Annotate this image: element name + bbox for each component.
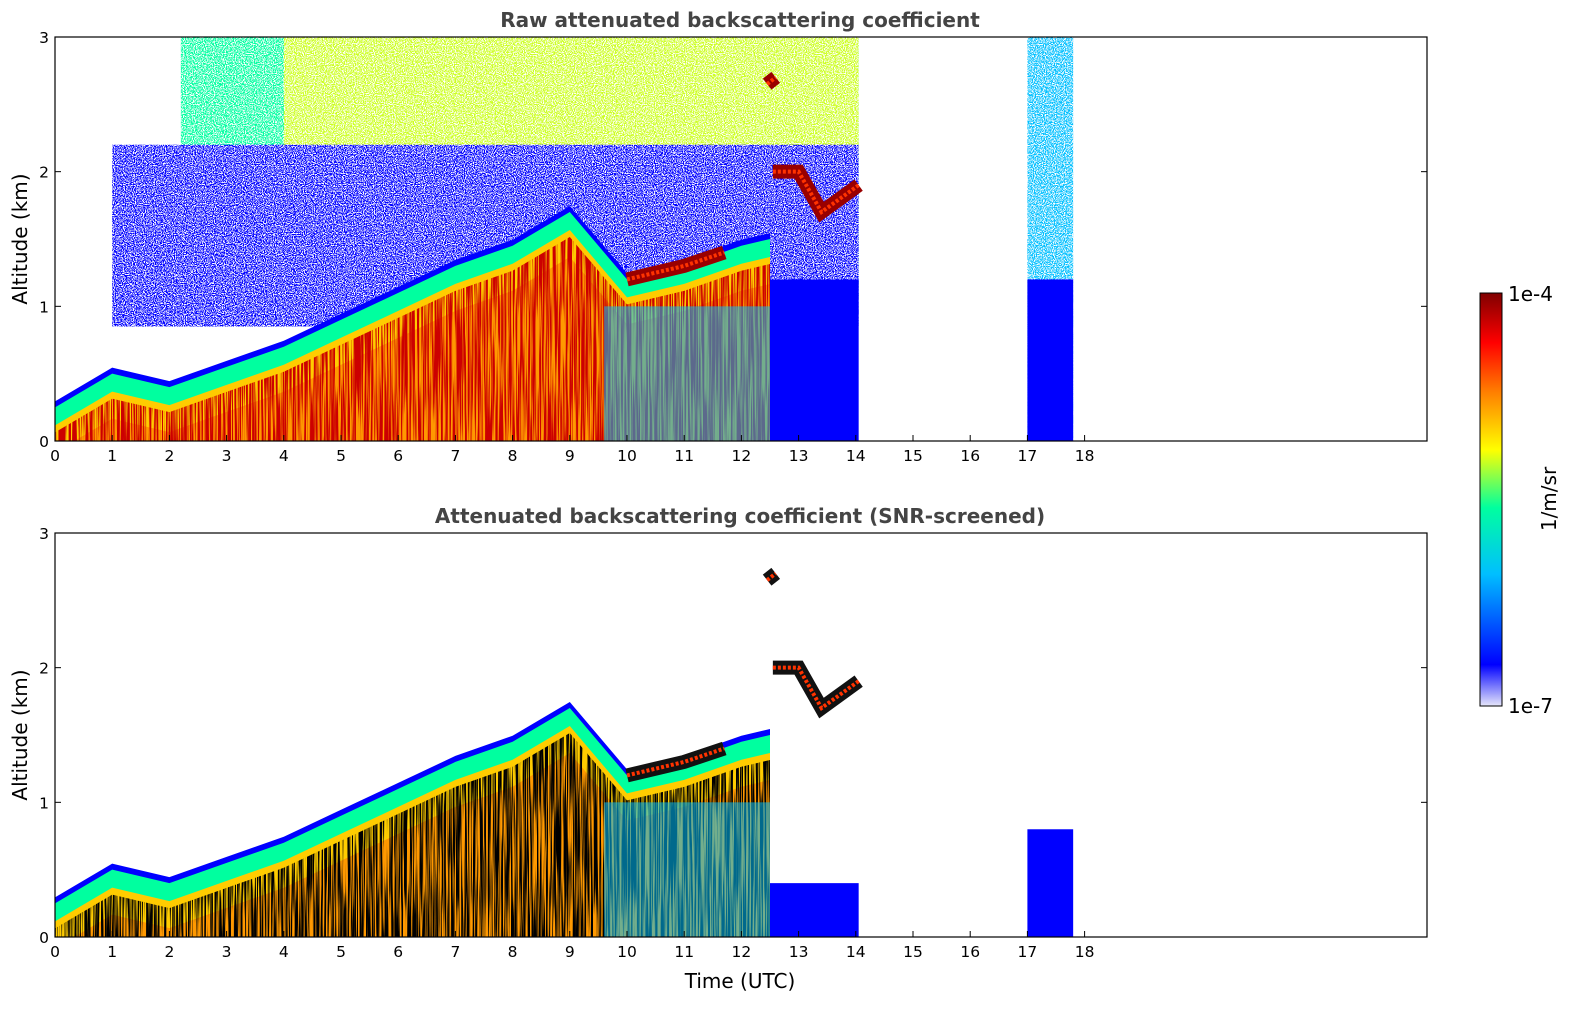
x-tick-label: 5 (336, 943, 346, 961)
noise-speckle (112, 37, 1074, 441)
x-tick-label: 10 (617, 943, 637, 961)
panel-title: Attenuated backscattering coefficient (S… (435, 504, 1045, 528)
x-tick-label: 9 (565, 943, 575, 961)
x-tick-label: 8 (508, 943, 518, 961)
x-tick-label: 15 (903, 943, 923, 961)
x-tick-label: 10 (617, 447, 637, 465)
x-tick-label: 3 (222, 447, 232, 465)
x-tick-label: 5 (336, 447, 346, 465)
cloud-layer-edge (626, 746, 725, 778)
x-tick-label: 16 (960, 447, 980, 465)
y-tick-label: 2 (39, 660, 49, 678)
x-tick-label: 2 (164, 447, 174, 465)
y-tick-label: 1 (39, 298, 49, 316)
x-tick-label: 12 (732, 447, 752, 465)
x-tick-label: 4 (279, 943, 289, 961)
x-tick-label: 2 (164, 943, 174, 961)
snr-screened-backscatter-panel: Attenuated backscattering coefficient (S… (8, 504, 1428, 993)
cloud-layer-edge (772, 665, 860, 711)
x-tick-label: 4 (279, 447, 289, 465)
x-tick-label: 17 (1018, 447, 1038, 465)
y-tick-label: 2 (39, 164, 49, 182)
y-axis-label: Altitude (km) (8, 669, 32, 800)
y-tick-label: 0 (39, 433, 49, 451)
snr-screened-backscatter-heatmap (55, 567, 1074, 937)
x-tick-label: 8 (508, 447, 518, 465)
x-tick-label: 17 (1018, 943, 1038, 961)
cloud-layer-edge (626, 250, 725, 282)
colorbar: 1e-4 1e-7 1/m/sr (1479, 282, 1561, 718)
x-tick-label: 16 (960, 943, 980, 961)
low-snr-block (770, 279, 859, 441)
y-axis-ticks: 0 1 2 3 (39, 29, 1427, 451)
cloud-layer-edge (765, 75, 777, 86)
colorbar-gradient (1479, 292, 1503, 707)
x-tick-label: 7 (450, 943, 460, 961)
x-tick-label: 13 (789, 447, 809, 465)
colorbar-max-label: 1e-4 (1508, 282, 1553, 306)
x-tick-label: 14 (846, 447, 866, 465)
raw-backscatter-heatmap (55, 37, 1074, 441)
colorbar-min-label: 1e-7 (1508, 694, 1553, 718)
x-axis-ticks: 0 1 2 3 4 5 6 7 8 9 10 11 12 13 14 15 16 17 18 (50, 931, 1094, 961)
x-tick-label: 0 (50, 943, 60, 961)
y-tick-label: 0 (39, 929, 49, 947)
x-tick-label: 6 (393, 447, 403, 465)
x-tick-label: 3 (222, 943, 232, 961)
x-axis-label: Time (UTC) (684, 969, 796, 993)
x-tick-label: 11 (674, 447, 694, 465)
x-tick-label: 12 (732, 943, 752, 961)
raw-backscatter-panel: Raw attenuated backscattering coefficien… (8, 8, 1428, 465)
x-axis-ticks: 0 1 2 3 4 5 6 7 8 9 10 11 12 13 14 15 16 17 18 (50, 435, 1094, 465)
x-tick-label: 9 (565, 447, 575, 465)
x-tick-label: 1 (107, 943, 117, 961)
y-tick-label: 3 (39, 29, 49, 47)
cloud-layer-edge (772, 169, 860, 215)
y-axis-ticks: 0 1 2 3 (39, 525, 1427, 947)
x-tick-label: 1 (107, 447, 117, 465)
low-snr-block (1027, 829, 1074, 937)
cloud-layer (772, 660, 863, 719)
x-tick-label: 0 (50, 447, 60, 465)
x-tick-label: 18 (1075, 943, 1095, 961)
x-tick-label: 14 (846, 943, 866, 961)
x-tick-label: 13 (789, 943, 809, 961)
cloud-layer-edge (765, 571, 777, 582)
y-axis-label: Altitude (km) (8, 173, 32, 304)
y-tick-label: 3 (39, 525, 49, 543)
boundary-layer (55, 702, 770, 937)
x-tick-label: 18 (1075, 447, 1095, 465)
boundary-layer (55, 206, 770, 441)
y-tick-label: 1 (39, 794, 49, 812)
panel-title: Raw attenuated backscattering coefficien… (500, 8, 980, 32)
x-tick-label: 7 (450, 447, 460, 465)
x-tick-label: 11 (674, 943, 694, 961)
x-tick-label: 6 (393, 943, 403, 961)
x-tick-label: 15 (903, 447, 923, 465)
low-snr-block (770, 883, 859, 937)
colorbar-label: 1/m/sr (1537, 466, 1561, 531)
low-snr-block (1027, 279, 1074, 441)
